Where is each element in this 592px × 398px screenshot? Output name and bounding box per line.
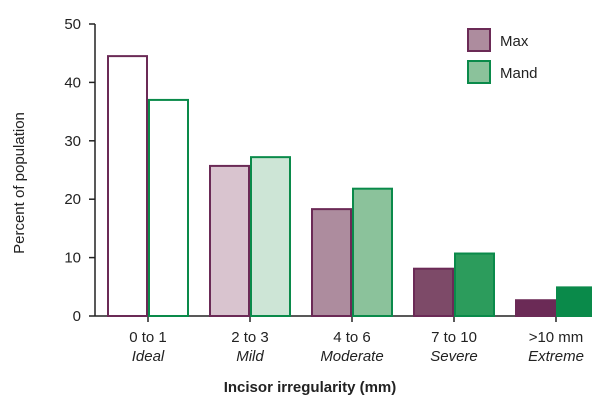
bars [107, 55, 592, 318]
bar-max-2 [209, 164, 250, 317]
x-tick-sublabel: Extreme [528, 348, 584, 365]
y-tick-label: 40 [64, 74, 81, 91]
bar-max-1 [107, 55, 148, 318]
y-tick-label: 10 [64, 250, 81, 267]
bar-max-5 [515, 299, 556, 317]
bar-mand-4 [454, 252, 495, 317]
legend-label-max: Max [500, 33, 529, 50]
y-tick-label: 50 [64, 16, 81, 33]
y-tick-label: 30 [64, 133, 81, 150]
x-tick-label: 2 to 3 [231, 329, 269, 346]
x-tick-label: 0 to 1 [129, 329, 167, 346]
x-axis-label: Incisor irregularity (mm) [224, 379, 397, 396]
legend-swatch-mand [467, 60, 491, 84]
legend: Max Mand [467, 28, 538, 84]
y-tick-label: 0 [73, 308, 81, 325]
x-tick-label: 7 to 10 [431, 329, 477, 346]
bar-mand-5 [556, 286, 592, 318]
legend-label-mand: Mand [500, 65, 538, 82]
x-tick-sublabel: Mild [236, 348, 264, 365]
x-tick-sublabel: Ideal [132, 348, 165, 365]
x-tick-label: 4 to 6 [333, 329, 371, 346]
y-axis-label: Percent of population [11, 112, 28, 254]
x-axis: 0 to 1 Ideal 2 to 3 Mild 4 to 6 Moderate 7 to … [95, 315, 592, 365]
bar-max-3 [311, 208, 352, 318]
bar-mand-3 [352, 187, 393, 317]
x-tick-sublabel: Severe [430, 348, 478, 365]
x-tick-sublabel: Moderate [320, 348, 383, 365]
y-tick-label: 20 [64, 191, 81, 208]
y-axis: 0 10 20 30 40 50 [64, 16, 96, 325]
legend-swatch-max [467, 28, 491, 52]
bar-mand-1 [148, 98, 189, 317]
bar-max-4 [413, 267, 454, 318]
bar-mand-2 [250, 156, 291, 317]
x-tick-label: >10 mm [529, 329, 584, 346]
